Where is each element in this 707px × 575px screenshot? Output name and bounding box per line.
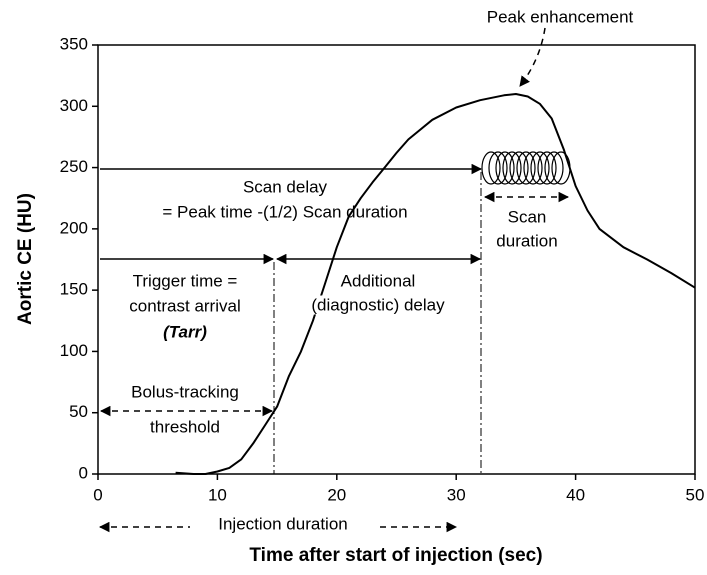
y-tick-label: 350 [60,34,88,53]
coil [523,151,543,185]
annotation-arrows [98,27,570,533]
y-tick-label: 100 [60,341,88,360]
annotation: Bolus-tracking [131,382,239,401]
x-tick-label: 10 [208,485,227,504]
x-tick-label: 40 [566,485,585,504]
annotation: Additional [341,271,416,290]
annotation: (Tarr) [163,322,207,341]
x-axis-label: Time after start of injection (sec) [249,545,542,566]
y-tick-label: 0 [79,463,88,482]
coil [481,151,501,185]
y-tick-label: 50 [69,402,88,421]
x-tick-label: 20 [327,485,346,504]
annotation: Scan delay [243,177,328,196]
y-tick-label: 150 [60,280,88,299]
coil [537,151,557,185]
annotation: = Peak time -(1/2) Scan duration [162,202,407,221]
coil [488,151,508,185]
coil [516,151,536,185]
annotation: Injection duration [218,514,347,533]
annotation: Peak enhancement [487,7,634,26]
annotation: contrast arrival [129,296,240,315]
annotation: threshold [150,417,220,436]
annotation: (diagnostic) delay [311,295,445,314]
annotation-bg [309,295,448,315]
coil [509,151,529,185]
plot-frame [97,44,696,475]
scan-coils [481,151,571,185]
x-tick-label: 0 [93,485,102,504]
y-tick-label: 300 [60,96,88,115]
coil [530,151,550,185]
curve [175,93,696,475]
x-tick-label: 50 [686,485,705,504]
peak-arrow [519,27,546,87]
y-tick-label: 250 [60,157,88,176]
y-tick-label: 200 [60,218,88,237]
annotation: duration [496,231,557,250]
y-axis-label: Aortic CE (HU) [15,193,36,325]
coil [502,151,522,185]
coil [495,151,515,185]
coil [544,151,564,185]
annotation-bg [338,271,418,291]
annotation: Scan [508,207,547,226]
x-tick-label: 30 [447,485,466,504]
annotation: Trigger time = [133,271,238,290]
